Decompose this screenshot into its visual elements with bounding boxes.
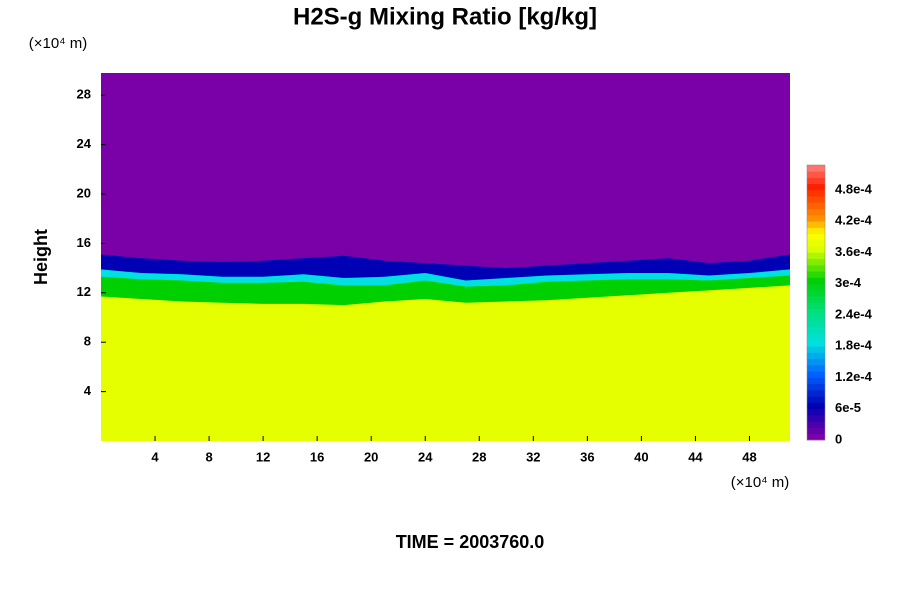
colorbar-band — [807, 171, 825, 178]
colorbar-band — [807, 371, 825, 378]
colorbar-tick-label: 1.2e-4 — [835, 369, 873, 384]
footer: TIME = 2003760.0 — [396, 532, 545, 552]
x-tick-label: 40 — [634, 449, 648, 464]
x-tick-label: 12 — [256, 449, 270, 464]
y-tick-label: 8 — [84, 334, 91, 349]
colorbar-tick-label: 4.8e-4 — [835, 181, 873, 196]
colorbar-band — [807, 302, 825, 310]
colorbar-tick-label: 0 — [835, 431, 842, 446]
x-tick-label: 36 — [580, 449, 594, 464]
y-tick-label: 28 — [77, 87, 91, 102]
colorbar-band — [807, 390, 825, 397]
colorbar-tick-label: 6e-5 — [835, 400, 861, 415]
colorbar-band — [807, 208, 825, 216]
colorbar-tick-label: 1.8e-4 — [835, 338, 873, 353]
x-tick-label: 8 — [205, 449, 212, 464]
x-tick-label: 24 — [418, 449, 433, 464]
y-tick-label: 4 — [84, 383, 92, 398]
x-tick-label: 4 — [151, 449, 159, 464]
colorbar-band — [807, 308, 825, 316]
colorbar-band — [807, 227, 825, 235]
x-tick-label: 32 — [526, 449, 540, 464]
x-unit: (×10⁴ m) — [731, 474, 790, 491]
colorbar-band — [807, 352, 825, 360]
colorbar-band — [807, 340, 825, 347]
colorbar-tick-label: 2.4e-4 — [835, 306, 873, 321]
colorbar-band — [807, 215, 825, 222]
colorbar-band — [807, 202, 825, 210]
x-tick-label: 16 — [310, 449, 324, 464]
colorbar-band — [807, 283, 825, 291]
colorbar-tick-label: 3.6e-4 — [835, 244, 873, 259]
y-tick-label: 24 — [77, 136, 92, 151]
colorbar-band — [807, 383, 825, 391]
y-tick-label: 12 — [77, 284, 91, 299]
colorbar-band — [807, 396, 825, 403]
colorbar-band — [807, 333, 825, 341]
colorbar-band — [807, 358, 825, 366]
x-tick-label: 48 — [742, 449, 756, 464]
x-tick-label: 28 — [472, 449, 486, 464]
colorbar-band — [807, 271, 825, 278]
x-tick-label: 20 — [364, 449, 378, 464]
colorbar-band — [807, 240, 825, 247]
colorbar-band — [807, 265, 825, 272]
chart-title: H2S-g Mixing Ratio [kg/kg] — [293, 3, 597, 30]
colorbar-band — [807, 165, 825, 172]
colorbar-band — [807, 327, 825, 335]
colorbar-band — [807, 196, 825, 203]
colorbar-band — [807, 402, 825, 410]
colorbar-band — [807, 296, 825, 303]
colorbar-tick-label: 4.2e-4 — [835, 213, 873, 228]
colorbar-band — [807, 421, 825, 428]
colorbar-band — [807, 427, 825, 435]
colorbar-band — [807, 258, 825, 266]
colorbar-band — [807, 433, 825, 441]
contour-layer — [101, 285, 790, 441]
colorbar-band — [807, 183, 825, 191]
y-tick-label: 16 — [77, 235, 91, 250]
colorbar-band — [807, 415, 825, 422]
colorbar-band — [807, 365, 825, 372]
x-tick-label: 44 — [688, 449, 703, 464]
colorbar-band — [807, 190, 825, 197]
colorbar-tick-label: 3e-4 — [835, 275, 862, 290]
colorbar-band — [807, 321, 825, 328]
colorbar-band — [807, 346, 825, 353]
colorbar-band — [807, 290, 825, 297]
y-label: Height — [31, 229, 51, 285]
colorbar-band — [807, 408, 825, 416]
colorbar-band — [807, 315, 825, 322]
colorbar-frame — [806, 164, 826, 441]
y-tick-label: 20 — [77, 185, 91, 200]
colorbar-band — [807, 177, 825, 185]
colorbar-band — [807, 252, 825, 260]
colorbar-band — [807, 277, 825, 285]
colorbar-band — [807, 246, 825, 253]
colorbar-band — [807, 377, 825, 385]
colorbar-band — [807, 233, 825, 241]
colorbar-band — [807, 221, 825, 228]
y-unit: (×10⁴ m) — [29, 35, 88, 52]
